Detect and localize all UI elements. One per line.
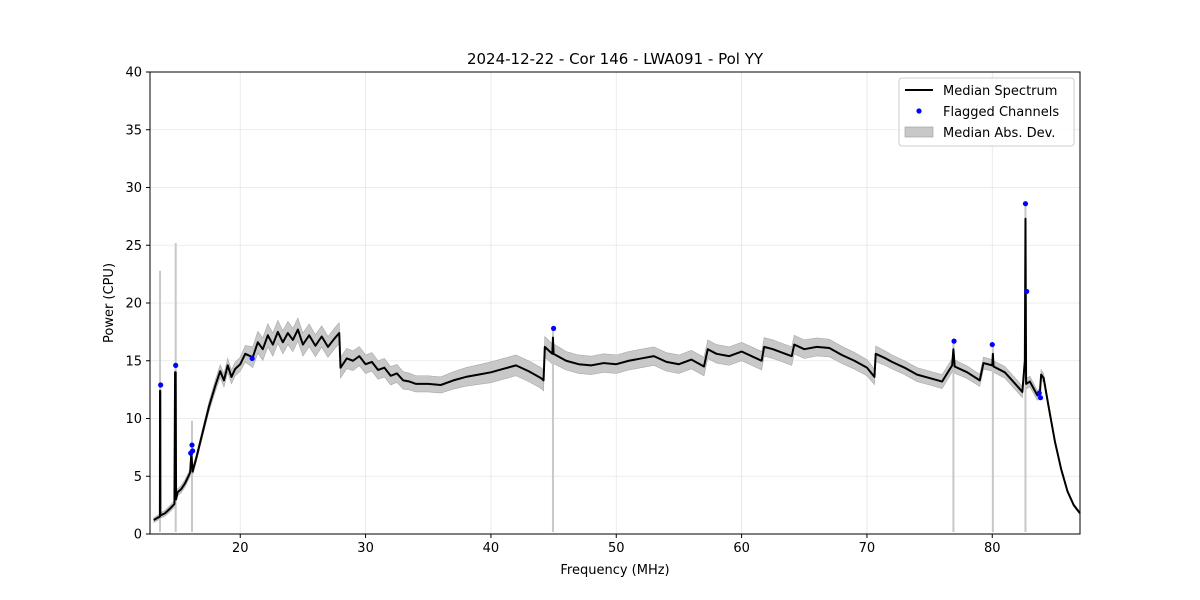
y-tick-label: 40 [125, 66, 142, 81]
flagged-channel-point [1036, 390, 1042, 396]
flagged-channel-point [1037, 395, 1044, 401]
legend-label-median-spectrum: Median Spectrum [943, 84, 1057, 99]
chart-title: 2024-12-22 - Cor 146 - LWA091 - Pol YY [467, 50, 764, 68]
y-tick-label: 25 [125, 239, 142, 254]
y-axis-label: Power (CPU) [102, 263, 117, 343]
median-line-layer [153, 217, 1081, 521]
flagged-channel-point [189, 442, 195, 448]
y-tick-label: 5 [134, 470, 142, 485]
flagged-channel-point [1024, 288, 1030, 295]
flagged-channel-point [190, 448, 196, 454]
legend-label-flagged-channels: Flagged Channels [943, 105, 1059, 120]
x-tick-label: 50 [608, 541, 625, 556]
flagged-channel-point [951, 338, 957, 344]
x-tick-label: 60 [733, 541, 750, 556]
y-tick-label: 35 [125, 123, 142, 138]
y-tick-label: 30 [125, 181, 142, 196]
x-tick-label: 20 [232, 541, 249, 556]
flagged-channel-point [173, 362, 179, 368]
tick-layer: 20 30 40 50 60 70 80 0 5 10 15 20 25 30 35 40 [125, 66, 1000, 557]
x-tick-label: 40 [483, 541, 500, 556]
x-tick-label: 70 [859, 541, 876, 556]
x-tick-label: 30 [357, 541, 374, 556]
flagged-channel-point [158, 382, 164, 388]
flagged-channel-point [989, 341, 995, 348]
flagged-channel-point [1022, 201, 1029, 207]
legend-label-median-abs-dev: Median Abs. Dev. [943, 126, 1055, 141]
median-spectrum-line [153, 217, 1081, 521]
legend: Median Spectrum Flagged Channels Median … [898, 77, 1075, 147]
flagged-channel-point [249, 355, 255, 362]
x-tick-label: 80 [984, 541, 1001, 556]
y-tick-label: 10 [125, 412, 142, 427]
x-axis-label: Frequency (MHz) [560, 563, 669, 578]
legend-marker-swatch [916, 108, 922, 114]
y-tick-label: 20 [125, 297, 142, 312]
flagged-channel-point [550, 325, 557, 332]
y-tick-label: 0 [134, 528, 142, 543]
legend-box [898, 77, 1075, 147]
flagged-markers-layer [158, 201, 1044, 456]
y-tick-label: 15 [125, 354, 142, 369]
legend-patch-swatch [904, 126, 934, 138]
